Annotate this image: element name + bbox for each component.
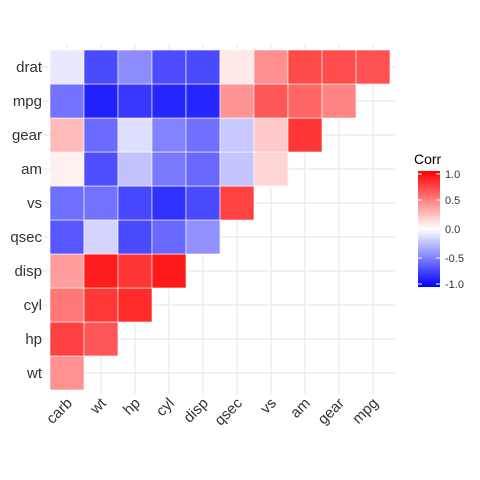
- y-tick-label-vs: vs: [27, 195, 42, 212]
- heatmap-cell-cyl-mpg: [151, 83, 187, 119]
- heatmap-cell-gear-drat: [321, 49, 357, 85]
- y-tick-label-disp: disp: [14, 263, 42, 280]
- heatmap-cell-cyl-am: [151, 151, 187, 187]
- heatmap-cell-vs-gear: [253, 117, 289, 153]
- heatmap-cell-disp-am: [185, 151, 221, 187]
- heatmap-cell-am-mpg: [287, 83, 323, 119]
- heatmap-cell-vs-am: [253, 151, 289, 187]
- legend-tick-label: 0.0: [445, 224, 460, 236]
- y-tick-label-wt: wt: [26, 365, 43, 382]
- heatmap-cell-cyl-gear: [151, 117, 187, 153]
- heatmap-cell-qsec-mpg: [219, 83, 255, 119]
- heatmap-cell-disp-qsec: [185, 219, 221, 255]
- heatmap-cell-hp-drat: [117, 49, 153, 85]
- heatmap-cell-wt-vs: [83, 185, 119, 221]
- legend-title: Corr: [414, 151, 442, 167]
- heatmap-cell-gear-mpg: [321, 83, 357, 119]
- heatmap-cell-am-drat: [287, 49, 323, 85]
- heatmap-cell-hp-gear: [117, 117, 153, 153]
- heatmap-cell-carb-drat: [49, 49, 85, 85]
- heatmap-cell-disp-gear: [185, 117, 221, 153]
- heatmap-cell-hp-qsec: [117, 219, 153, 255]
- heatmap-cell-wt-drat: [83, 49, 119, 85]
- heatmap-cell-carb-wt: [49, 355, 85, 391]
- heatmap-cell-hp-vs: [117, 185, 153, 221]
- heatmap-cell-cyl-vs: [151, 185, 187, 221]
- y-tick-label-am: am: [21, 161, 42, 178]
- heatmap-cell-qsec-vs: [219, 185, 255, 221]
- legend: Corr 1.0 0.5 0.0 -0.5 -1.0: [414, 151, 464, 291]
- heatmap-cell-vs-mpg: [253, 83, 289, 119]
- y-tick-label-gear: gear: [12, 127, 42, 144]
- heatmap-cell-hp-mpg: [117, 83, 153, 119]
- heatmap-cell-wt-disp: [83, 253, 119, 289]
- heatmap-cell-carb-hp: [49, 321, 85, 357]
- y-tick-label-cyl: cyl: [24, 297, 42, 314]
- y-tick-label-qsec: qsec: [10, 229, 42, 246]
- heatmap-cell-carb-cyl: [49, 287, 85, 323]
- y-tick-label-hp: hp: [25, 331, 42, 348]
- heatmap-cell-cyl-disp: [151, 253, 187, 289]
- heatmap-cell-mpg-drat: [355, 49, 391, 85]
- heatmap-cell-disp-vs: [185, 185, 221, 221]
- heatmap-cell-wt-qsec: [83, 219, 119, 255]
- heatmap-cell-wt-gear: [83, 117, 119, 153]
- legend-color-bar: [418, 171, 440, 287]
- heatmap-cell-carb-gear: [49, 117, 85, 153]
- y-tick-label-mpg: mpg: [13, 93, 42, 110]
- heatmap-cell-cyl-qsec: [151, 219, 187, 255]
- heatmap-cell-wt-am: [83, 151, 119, 187]
- heatmap-cell-hp-cyl: [117, 287, 153, 323]
- heatmap-cell-carb-mpg: [49, 83, 85, 119]
- heatmap-cell-qsec-gear: [219, 117, 255, 153]
- heatmap-cell-hp-am: [117, 151, 153, 187]
- heatmap-cell-disp-mpg: [185, 83, 221, 119]
- heatmap-cell-qsec-am: [219, 151, 255, 187]
- heatmap-cells: [49, 49, 391, 391]
- legend-tick-label: 0.5: [445, 195, 460, 207]
- heatmap-cell-wt-cyl: [83, 287, 119, 323]
- y-axis-tick-labels: wt hp cyl disp qsec vs am gear mpg drat: [10, 59, 43, 382]
- heatmap-cell-carb-disp: [49, 253, 85, 289]
- heatmap-cell-carb-vs: [49, 185, 85, 221]
- legend-tick-label: -0.5: [445, 253, 464, 265]
- heatmap-cell-carb-am: [49, 151, 85, 187]
- heatmap-cell-cyl-drat: [151, 49, 187, 85]
- heatmap-cell-vs-drat: [253, 49, 289, 85]
- heatmap-cell-am-gear: [287, 117, 323, 153]
- heatmap-cell-hp-disp: [117, 253, 153, 289]
- legend-ticks: 1.0 0.5 0.0 -0.5 -1.0: [418, 169, 464, 291]
- heatmap-cell-qsec-drat: [219, 49, 255, 85]
- legend-tick-label: -1.0: [445, 279, 464, 291]
- heatmap-cell-disp-drat: [185, 49, 221, 85]
- legend-tick-label: 1.0: [445, 169, 460, 181]
- y-tick-label-drat: drat: [16, 59, 43, 76]
- heatmap-cell-wt-hp: [83, 321, 119, 357]
- heatmap-cell-wt-mpg: [83, 83, 119, 119]
- heatmap-cell-carb-qsec: [49, 219, 85, 255]
